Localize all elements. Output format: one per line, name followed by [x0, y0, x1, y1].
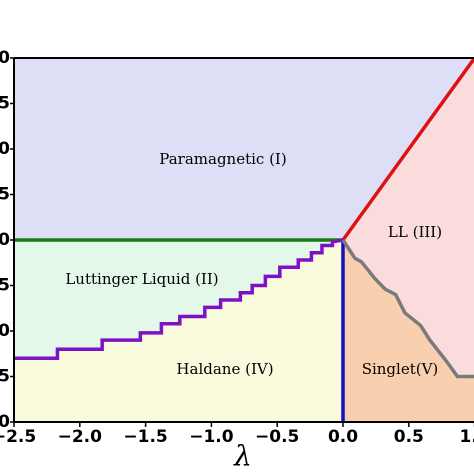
x-tick-label: 0.0: [328, 427, 358, 447]
boundaries: [14, 58, 474, 422]
x-tick-label: −2.0: [58, 427, 103, 447]
boundary-line: [341, 58, 474, 242]
y-tick-label: 0: [0, 321, 10, 341]
region-fill: [343, 240, 474, 422]
x-tick-label: 1.0: [460, 427, 474, 447]
region-fill: [343, 58, 474, 377]
y-tick-label: 5: [0, 276, 10, 296]
region-fill: [14, 240, 343, 359]
x-tick-label: 0.5: [394, 427, 424, 447]
x-tick-label: −2.5: [0, 427, 36, 447]
x-axis-label: λ: [233, 440, 252, 473]
y-tick-label: 5: [0, 185, 10, 205]
y-tick-label: 0: [0, 230, 10, 250]
x-tick-label: −1.5: [123, 427, 167, 447]
region-label: Paramagnetic (I): [159, 150, 286, 168]
region-label: Singlet(V): [362, 360, 439, 378]
boundary-line: [14, 238, 344, 361]
y-tick-label: 0: [0, 48, 10, 68]
y-tick-label: 0: [0, 139, 10, 159]
region-fill: [14, 58, 474, 240]
y-tick-label: 0: [0, 412, 10, 432]
boundary-line: [341, 239, 474, 379]
y-tick-label: 5: [0, 367, 10, 387]
region-label: Luttinger Liquid (II): [65, 270, 218, 288]
x-tick-label: −0.5: [255, 427, 299, 447]
y-tick-label: 5: [0, 94, 10, 114]
region-label: Haldane (IV): [176, 360, 273, 378]
x-tick-label: −1.0: [189, 427, 234, 447]
region-label: LL (III): [388, 223, 442, 241]
